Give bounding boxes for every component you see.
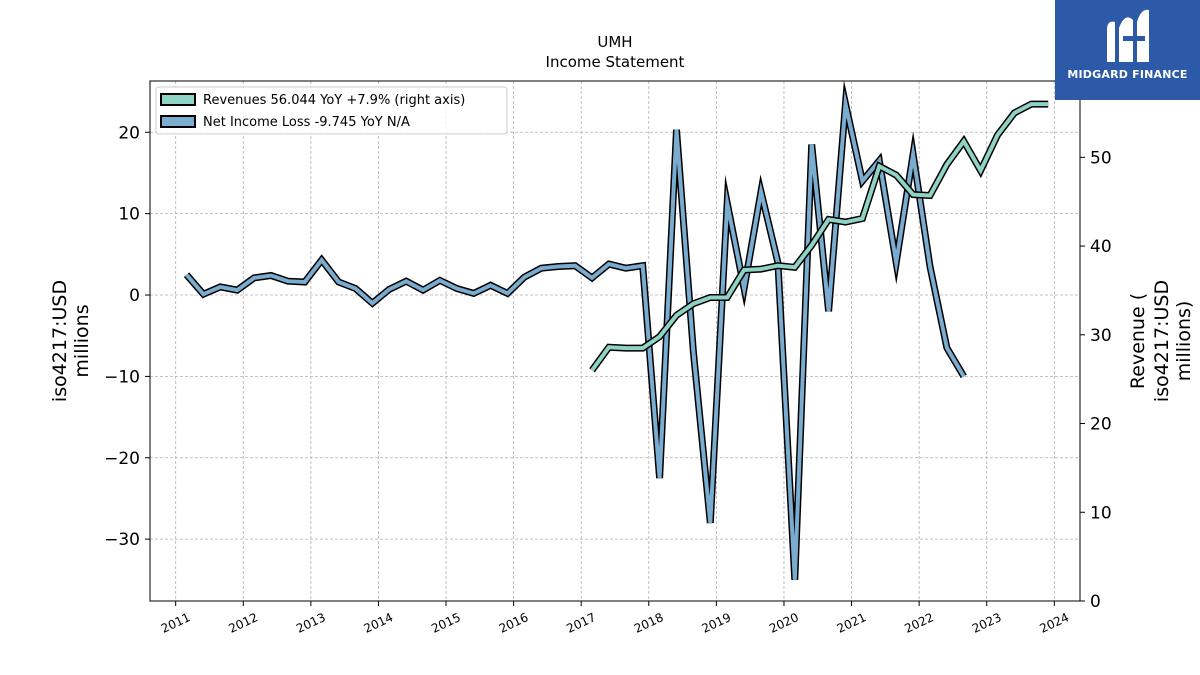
right-y-tick-label: 30 <box>1090 326 1112 346</box>
right-y-tick-label: 50 <box>1090 148 1112 168</box>
legend-box <box>155 86 508 135</box>
x-tick-label: 2024 <box>1038 610 1072 636</box>
left-axis-label-line-1: iso4217:USD <box>49 280 71 402</box>
x-tick-label: 2016 <box>497 610 531 636</box>
left-y-axis: −30 −20 −10 0 10 20 <box>104 123 150 550</box>
grid <box>150 81 1080 601</box>
revenues-line-outline <box>589 100 1049 373</box>
right-axis-label-line-3: millions) <box>1173 301 1195 382</box>
x-tick-label: 2014 <box>362 610 396 636</box>
series-layer <box>183 80 1049 580</box>
right-y-tick-label: 40 <box>1090 237 1112 257</box>
right-axis-label-line-2: iso4217:USD <box>1151 280 1173 402</box>
left-axis-label-line-2: millions <box>71 304 93 377</box>
net-income-loss-line-outline <box>183 80 967 580</box>
legend: Revenues 56.044 YoY +7.9% (right axis) N… <box>155 86 508 135</box>
x-tick-label: 2019 <box>700 610 734 636</box>
legend-label-net-income: Net Income Loss -9.745 YoY N/A <box>203 115 410 130</box>
plot-frame <box>149 80 1081 602</box>
right-y-tick-label: 20 <box>1090 415 1112 435</box>
right-y-tick-label: 0 <box>1090 592 1101 612</box>
x-tick-label: 2023 <box>970 610 1004 636</box>
x-tick-label: 2015 <box>429 610 463 636</box>
left-y-tick-label: 0 <box>129 286 140 306</box>
chart-title: UMH <box>597 33 632 51</box>
x-tick-label: 2020 <box>767 610 801 636</box>
legend-swatch-net-income <box>160 115 196 128</box>
x-tick-label: 2018 <box>632 610 666 636</box>
x-tick-label: 2012 <box>226 610 260 636</box>
revenues-line <box>590 102 1049 372</box>
left-y-tick-label: −30 <box>104 530 140 550</box>
x-tick-label: 2013 <box>294 610 328 636</box>
left-y-tick-label: −10 <box>104 367 140 387</box>
right-axis-label-line-1: Revenue ( <box>1127 293 1149 389</box>
right-y-axis: 0 10 20 30 40 50 <box>1080 148 1112 612</box>
midgard-logo-icon <box>1107 9 1149 62</box>
net-income-loss-line <box>184 90 966 580</box>
logo-text: MIDGARD FINANCE <box>1067 68 1188 81</box>
x-tick-label: 2017 <box>564 610 598 636</box>
legend-label-revenues: Revenues 56.044 YoY +7.9% (right axis) <box>203 93 465 108</box>
x-tick-label: 2022 <box>902 610 936 636</box>
chart-subtitle: Income Statement <box>546 53 685 71</box>
x-tick-label: 2021 <box>835 610 869 636</box>
x-axis: 2011 2012 2013 2014 2015 2016 2017 2018 2019 2020… <box>159 601 1071 636</box>
legend-swatch-revenues <box>160 93 196 106</box>
left-y-tick-label: 10 <box>118 205 140 225</box>
x-tick-label: 2011 <box>159 610 193 636</box>
right-y-tick-label: 10 <box>1090 503 1112 523</box>
midgard-finance-logo: MIDGARD FINANCE <box>1055 0 1200 100</box>
left-y-tick-label: 20 <box>118 123 140 143</box>
left-y-tick-label: −20 <box>104 449 140 469</box>
